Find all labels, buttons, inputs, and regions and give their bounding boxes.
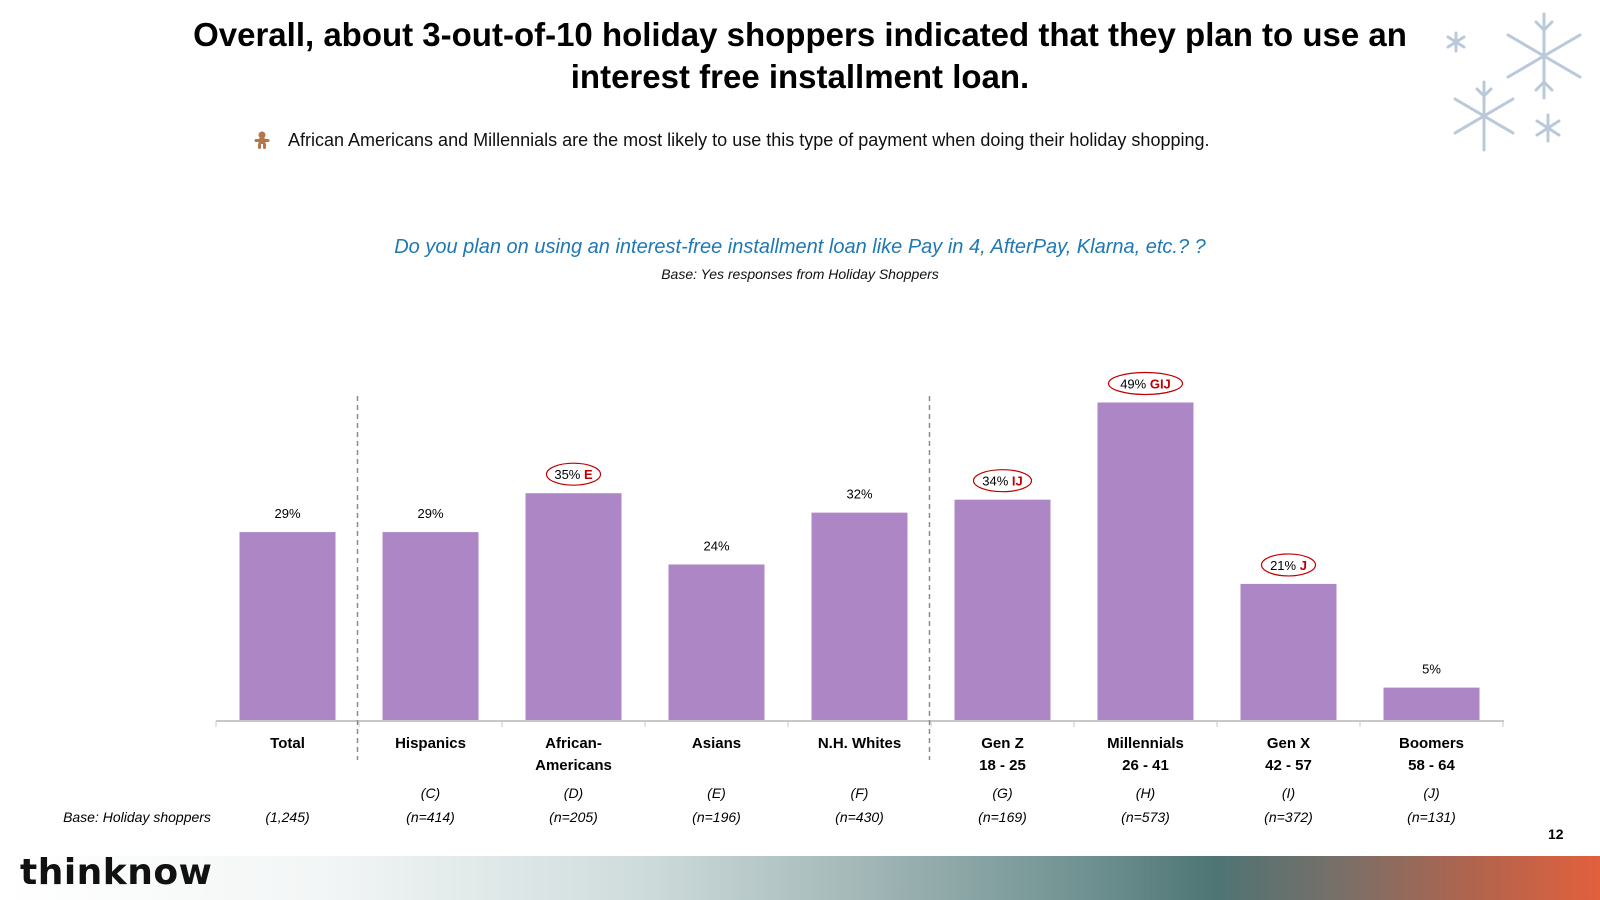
sample-size: (n=430) (835, 809, 884, 825)
bar (668, 564, 765, 720)
group-letter: (D) (564, 785, 583, 801)
bar (1383, 687, 1480, 720)
data-label: 35% E (554, 467, 593, 482)
significance-circle (1260, 553, 1317, 577)
data-label: 34% IJ (982, 474, 1022, 489)
chart-question: Do you plan on using an interest-free in… (394, 236, 1206, 258)
category-label-line2: 58 - 64 (1408, 757, 1455, 774)
bar (382, 532, 479, 720)
category-label: African- (545, 735, 602, 752)
group-letter: (G) (992, 785, 1012, 801)
base-label: Base: Holiday shoppers (63, 809, 211, 825)
group-letter: (H) (1136, 785, 1155, 801)
sample-size: (n=414) (406, 809, 455, 825)
sample-size: (n=169) (978, 809, 1027, 825)
gingerbread-icon (254, 131, 270, 149)
category-label: Gen X (1267, 735, 1310, 752)
data-label: 49% GIJ (1120, 376, 1171, 391)
group-letter: (C) (421, 785, 440, 801)
category-label-line2: 18 - 25 (979, 757, 1026, 774)
snowflake-decoration-icon (1446, 12, 1582, 152)
data-label: 5% (1422, 662, 1441, 677)
sample-size: (n=573) (1121, 809, 1170, 825)
sample-size: (n=372) (1264, 809, 1313, 825)
bullet-text: African Americans and Millennials are th… (288, 129, 1210, 150)
category-label: Millennials (1107, 735, 1184, 752)
data-label: 29% (274, 506, 300, 521)
data-label: 21% J (1270, 558, 1307, 573)
group-letter: (J) (1423, 785, 1439, 801)
category-label: Asians (692, 735, 741, 752)
data-label: 29% (417, 506, 443, 521)
significance-circle (1107, 371, 1184, 396)
category-label-line2: 42 - 57 (1265, 757, 1312, 774)
sample-size: (n=196) (692, 809, 741, 825)
group-letter: (E) (707, 785, 726, 801)
thinknow-logo: thinknow (20, 852, 213, 893)
sample-size: (n=131) (1407, 809, 1456, 825)
footer-gradient-bar (0, 856, 1600, 900)
sample-size: (n=205) (549, 809, 598, 825)
group-letter: (I) (1282, 785, 1295, 801)
bar (1097, 402, 1194, 720)
bar (1240, 583, 1337, 720)
bar-chart: Base: Holiday shoppers 29% Total (1,245) 29%… (63, 371, 1504, 825)
bar (525, 493, 622, 720)
page-number: 12 (1548, 826, 1564, 842)
bar (239, 532, 336, 720)
bar (954, 499, 1051, 720)
category-label-line2: Americans (535, 757, 612, 774)
sample-size: (1,245) (265, 809, 309, 825)
significance-circle (972, 469, 1033, 493)
data-label: 32% (846, 487, 872, 502)
bullet-point: African Americans and Millennials are th… (254, 128, 1210, 152)
category-label: Hispanics (395, 735, 466, 752)
group-letter: (F) (851, 785, 869, 801)
category-label: Total (270, 735, 305, 752)
category-label: N.H. Whites (818, 735, 901, 752)
slide-title: Overall, about 3-out-of-10 holiday shopp… (193, 16, 1407, 95)
bar (811, 512, 908, 720)
chart-base-note: Base: Yes responses from Holiday Shopper… (661, 266, 939, 282)
category-label: Gen Z (981, 735, 1024, 752)
category-label: Boomers (1399, 735, 1464, 752)
significance-circle (545, 462, 602, 486)
category-label-line2: 26 - 41 (1122, 757, 1169, 774)
data-label: 24% (703, 538, 729, 553)
